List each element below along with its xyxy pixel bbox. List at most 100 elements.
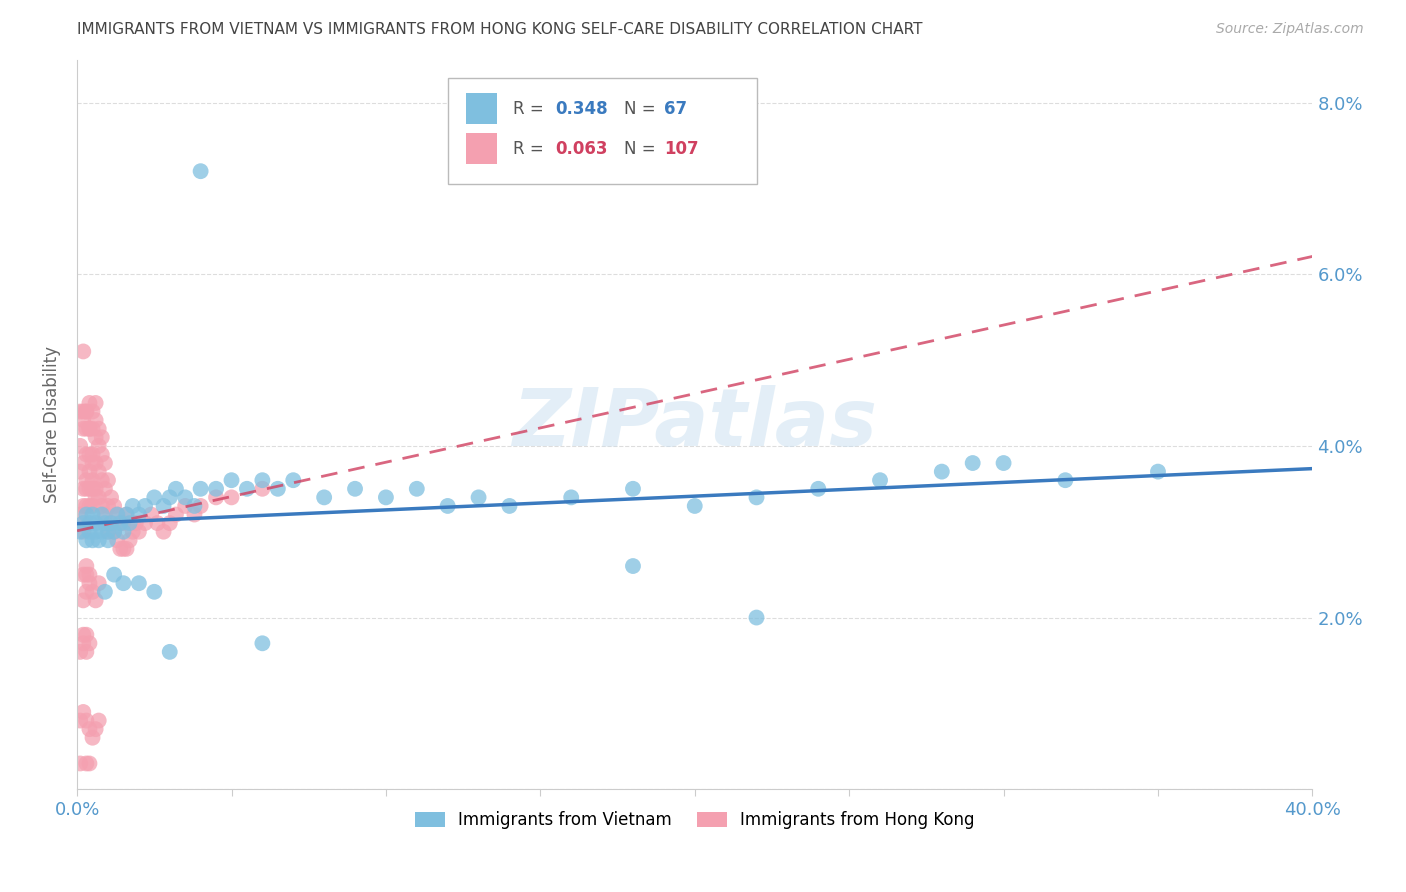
Point [87,422,110,436]
Point [118,533,141,548]
Point [79,636,101,650]
Point [84,456,107,470]
Point [205,491,228,505]
Point [75,404,97,418]
Point [69,714,91,728]
Point [97,524,120,539]
Point [87,533,110,548]
Point [87,491,110,505]
Point [159,645,181,659]
Point [103,524,125,539]
Point [82,482,104,496]
Point [190,499,212,513]
Point [146,516,169,530]
Point [112,516,135,530]
Point [94,482,117,496]
Point [159,491,181,505]
Point [183,499,205,513]
Point [72,524,94,539]
Point [79,722,101,736]
Point [79,447,101,461]
Point [152,524,174,539]
Point [84,516,107,530]
Point [79,576,101,591]
Point [79,422,101,436]
Point [190,164,212,178]
Y-axis label: Self-Care Disability: Self-Care Disability [44,346,60,503]
Point [121,499,143,513]
Point [75,645,97,659]
Point [745,610,768,624]
Point [100,516,122,530]
Text: 0.348: 0.348 [555,100,607,119]
Point [79,499,101,513]
Point [143,491,166,505]
Point [467,491,489,505]
Point [87,714,110,728]
Point [128,524,150,539]
Point [75,422,97,436]
Point [128,576,150,591]
Point [1054,473,1077,487]
Text: R =: R = [513,140,550,159]
Point [72,482,94,496]
Text: 107: 107 [664,140,699,159]
Point [82,456,104,470]
Point [72,422,94,436]
Point [112,524,135,539]
Point [82,404,104,418]
Point [87,439,110,453]
Point [405,482,427,496]
Point [807,482,830,496]
Point [69,524,91,539]
Point [143,584,166,599]
Point [1147,465,1170,479]
Point [141,508,163,522]
Point [82,731,104,745]
Point [221,491,243,505]
Point [84,593,107,607]
Point [82,584,104,599]
Text: IMMIGRANTS FROM VIETNAM VS IMMIGRANTS FROM HONG KONG SELF-CARE DISABILITY CORREL: IMMIGRANTS FROM VIETNAM VS IMMIGRANTS FR… [77,22,922,37]
Point [75,714,97,728]
Point [75,482,97,496]
Point [79,482,101,496]
Point [75,533,97,548]
Point [84,491,107,505]
Point [72,636,94,650]
Point [94,516,117,530]
Point [745,491,768,505]
Point [87,465,110,479]
Point [103,524,125,539]
Point [79,524,101,539]
Point [75,756,97,771]
Point [252,636,274,650]
Point [118,516,141,530]
Point [152,499,174,513]
Text: R =: R = [513,100,550,119]
Point [90,499,112,513]
Point [72,499,94,513]
Point [683,499,706,513]
Point [79,396,101,410]
Point [84,524,107,539]
Point [165,482,187,496]
Point [105,533,128,548]
Point [69,756,91,771]
Point [75,584,97,599]
Point [103,499,125,513]
Point [236,482,259,496]
Point [84,396,107,410]
Point [962,456,984,470]
Point [72,404,94,418]
Point [79,516,101,530]
Point [72,344,94,359]
Point [90,508,112,522]
Point [94,456,117,470]
Point [87,576,110,591]
Point [110,516,132,530]
Point [84,430,107,444]
Point [267,482,290,496]
FancyBboxPatch shape [467,93,498,124]
Point [174,499,197,513]
